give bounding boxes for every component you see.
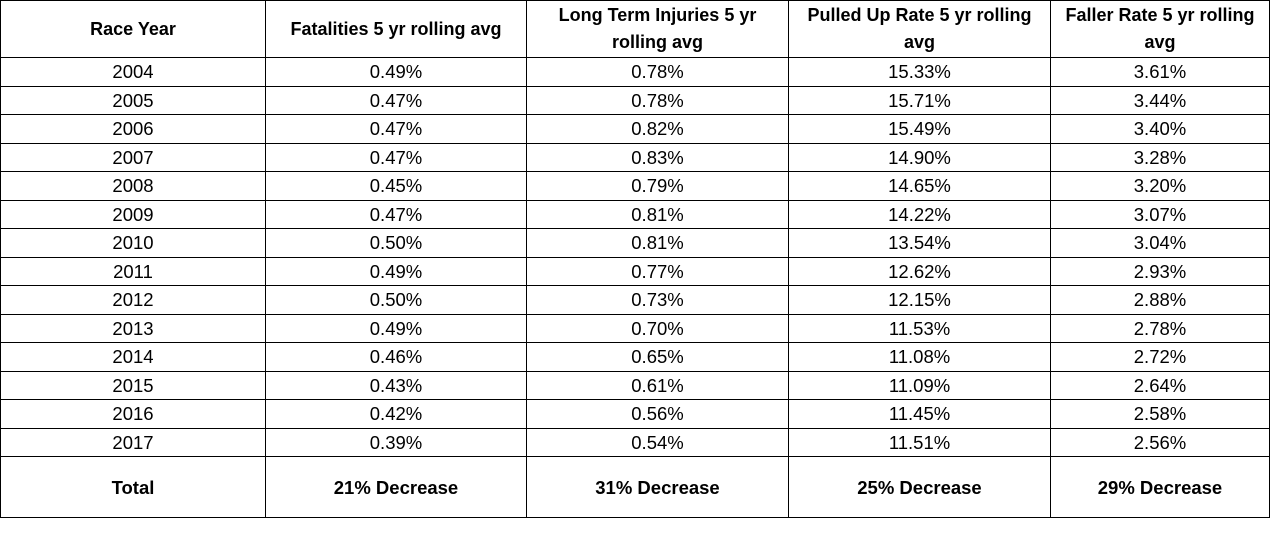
total-faller-rate: 29% Decrease bbox=[1050, 456, 1270, 518]
faller-rate-cell: 2.64% bbox=[1050, 370, 1270, 400]
table-row: 2011 0.49% 0.77% 12.62% 2.93% bbox=[0, 256, 1270, 286]
faller-rate-cell: 2.78% bbox=[1050, 313, 1270, 343]
pulled-up-rate-cell: 14.65% bbox=[788, 171, 1051, 201]
pulled-up-rate-cell: 11.09% bbox=[788, 370, 1051, 400]
total-row: Total 21% Decrease 31% Decrease 25% Decr… bbox=[0, 456, 1270, 518]
pulled-up-rate-cell: 13.54% bbox=[788, 228, 1051, 258]
header-long-term-injuries: Long Term Injuries 5 yr rolling avg bbox=[526, 0, 789, 58]
table-row: 2004 0.49% 0.78% 15.33% 3.61% bbox=[0, 57, 1270, 87]
table-row: 2005 0.47% 0.78% 15.71% 3.44% bbox=[0, 85, 1270, 115]
faller-rate-cell: 2.93% bbox=[1050, 256, 1270, 286]
faller-rate-cell: 2.58% bbox=[1050, 399, 1270, 429]
long-term-injuries-cell: 0.73% bbox=[526, 285, 789, 315]
fatalities-cell: 0.43% bbox=[265, 370, 527, 400]
fatalities-cell: 0.50% bbox=[265, 285, 527, 315]
fatalities-cell: 0.45% bbox=[265, 171, 527, 201]
race-year-cell: 2017 bbox=[0, 427, 266, 457]
pulled-up-rate-cell: 15.49% bbox=[788, 114, 1051, 144]
fatalities-cell: 0.47% bbox=[265, 199, 527, 229]
rolling-average-table: Race Year Fatalities 5 yr rolling avg Lo… bbox=[0, 0, 1270, 518]
race-year-cell: 2014 bbox=[0, 342, 266, 372]
race-year-cell: 2006 bbox=[0, 114, 266, 144]
faller-rate-cell: 2.88% bbox=[1050, 285, 1270, 315]
race-year-cell: 2007 bbox=[0, 142, 266, 172]
table-row: 2014 0.46% 0.65% 11.08% 2.72% bbox=[0, 342, 1270, 372]
total-fatalities: 21% Decrease bbox=[265, 456, 527, 518]
table-row: 2007 0.47% 0.83% 14.90% 3.28% bbox=[0, 142, 1270, 172]
faller-rate-cell: 3.28% bbox=[1050, 142, 1270, 172]
header-faller-rate: Faller Rate 5 yr rolling avg bbox=[1050, 0, 1270, 58]
pulled-up-rate-cell: 11.51% bbox=[788, 427, 1051, 457]
pulled-up-rate-cell: 14.90% bbox=[788, 142, 1051, 172]
race-year-cell: 2013 bbox=[0, 313, 266, 343]
fatalities-cell: 0.49% bbox=[265, 313, 527, 343]
pulled-up-rate-cell: 15.33% bbox=[788, 57, 1051, 87]
pulled-up-rate-cell: 12.15% bbox=[788, 285, 1051, 315]
table-body: 2004 0.49% 0.78% 15.33% 3.61% 2005 0.47% 0.78% 1… bbox=[0, 57, 1270, 457]
pulled-up-rate-cell: 11.45% bbox=[788, 399, 1051, 429]
long-term-injuries-cell: 0.54% bbox=[526, 427, 789, 457]
long-term-injuries-cell: 0.81% bbox=[526, 228, 789, 258]
long-term-injuries-cell: 0.78% bbox=[526, 85, 789, 115]
fatalities-cell: 0.47% bbox=[265, 114, 527, 144]
table-row: 2008 0.45% 0.79% 14.65% 3.20% bbox=[0, 171, 1270, 201]
table-row: 2013 0.49% 0.70% 11.53% 2.78% bbox=[0, 313, 1270, 343]
header-row: Race Year Fatalities 5 yr rolling avg Lo… bbox=[0, 0, 1270, 58]
fatalities-cell: 0.49% bbox=[265, 57, 527, 87]
total-label: Total bbox=[0, 456, 266, 518]
table-row: 2009 0.47% 0.81% 14.22% 3.07% bbox=[0, 199, 1270, 229]
total-long-term-injuries: 31% Decrease bbox=[526, 456, 789, 518]
header-race-year: Race Year bbox=[0, 0, 266, 58]
table-row: 2017 0.39% 0.54% 11.51% 2.56% bbox=[0, 427, 1270, 457]
total-pulled-up-rate: 25% Decrease bbox=[788, 456, 1051, 518]
pulled-up-rate-cell: 15.71% bbox=[788, 85, 1051, 115]
table-row: 2012 0.50% 0.73% 12.15% 2.88% bbox=[0, 285, 1270, 315]
pulled-up-rate-cell: 11.08% bbox=[788, 342, 1051, 372]
long-term-injuries-cell: 0.83% bbox=[526, 142, 789, 172]
race-year-cell: 2004 bbox=[0, 57, 266, 87]
long-term-injuries-cell: 0.56% bbox=[526, 399, 789, 429]
long-term-injuries-cell: 0.78% bbox=[526, 57, 789, 87]
race-year-cell: 2016 bbox=[0, 399, 266, 429]
data-table-wrapper: Race Year Fatalities 5 yr rolling avg Lo… bbox=[0, 0, 1270, 518]
table-row: 2010 0.50% 0.81% 13.54% 3.04% bbox=[0, 228, 1270, 258]
faller-rate-cell: 2.72% bbox=[1050, 342, 1270, 372]
faller-rate-cell: 3.44% bbox=[1050, 85, 1270, 115]
fatalities-cell: 0.39% bbox=[265, 427, 527, 457]
fatalities-cell: 0.47% bbox=[265, 85, 527, 115]
header-pulled-up-rate: Pulled Up Rate 5 yr rolling avg bbox=[788, 0, 1051, 58]
table-row: 2016 0.42% 0.56% 11.45% 2.58% bbox=[0, 399, 1270, 429]
faller-rate-cell: 3.61% bbox=[1050, 57, 1270, 87]
long-term-injuries-cell: 0.81% bbox=[526, 199, 789, 229]
fatalities-cell: 0.42% bbox=[265, 399, 527, 429]
race-year-cell: 2005 bbox=[0, 85, 266, 115]
fatalities-cell: 0.47% bbox=[265, 142, 527, 172]
race-year-cell: 2011 bbox=[0, 256, 266, 286]
race-year-cell: 2010 bbox=[0, 228, 266, 258]
long-term-injuries-cell: 0.79% bbox=[526, 171, 789, 201]
pulled-up-rate-cell: 12.62% bbox=[788, 256, 1051, 286]
fatalities-cell: 0.49% bbox=[265, 256, 527, 286]
pulled-up-rate-cell: 11.53% bbox=[788, 313, 1051, 343]
race-year-cell: 2012 bbox=[0, 285, 266, 315]
faller-rate-cell: 3.07% bbox=[1050, 199, 1270, 229]
faller-rate-cell: 2.56% bbox=[1050, 427, 1270, 457]
faller-rate-cell: 3.20% bbox=[1050, 171, 1270, 201]
faller-rate-cell: 3.40% bbox=[1050, 114, 1270, 144]
fatalities-cell: 0.50% bbox=[265, 228, 527, 258]
fatalities-cell: 0.46% bbox=[265, 342, 527, 372]
long-term-injuries-cell: 0.82% bbox=[526, 114, 789, 144]
race-year-cell: 2008 bbox=[0, 171, 266, 201]
header-fatalities: Fatalities 5 yr rolling avg bbox=[265, 0, 527, 58]
table-row: 2015 0.43% 0.61% 11.09% 2.64% bbox=[0, 370, 1270, 400]
pulled-up-rate-cell: 14.22% bbox=[788, 199, 1051, 229]
long-term-injuries-cell: 0.77% bbox=[526, 256, 789, 286]
long-term-injuries-cell: 0.65% bbox=[526, 342, 789, 372]
race-year-cell: 2009 bbox=[0, 199, 266, 229]
faller-rate-cell: 3.04% bbox=[1050, 228, 1270, 258]
long-term-injuries-cell: 0.61% bbox=[526, 370, 789, 400]
race-year-cell: 2015 bbox=[0, 370, 266, 400]
table-row: 2006 0.47% 0.82% 15.49% 3.40% bbox=[0, 114, 1270, 144]
long-term-injuries-cell: 0.70% bbox=[526, 313, 789, 343]
